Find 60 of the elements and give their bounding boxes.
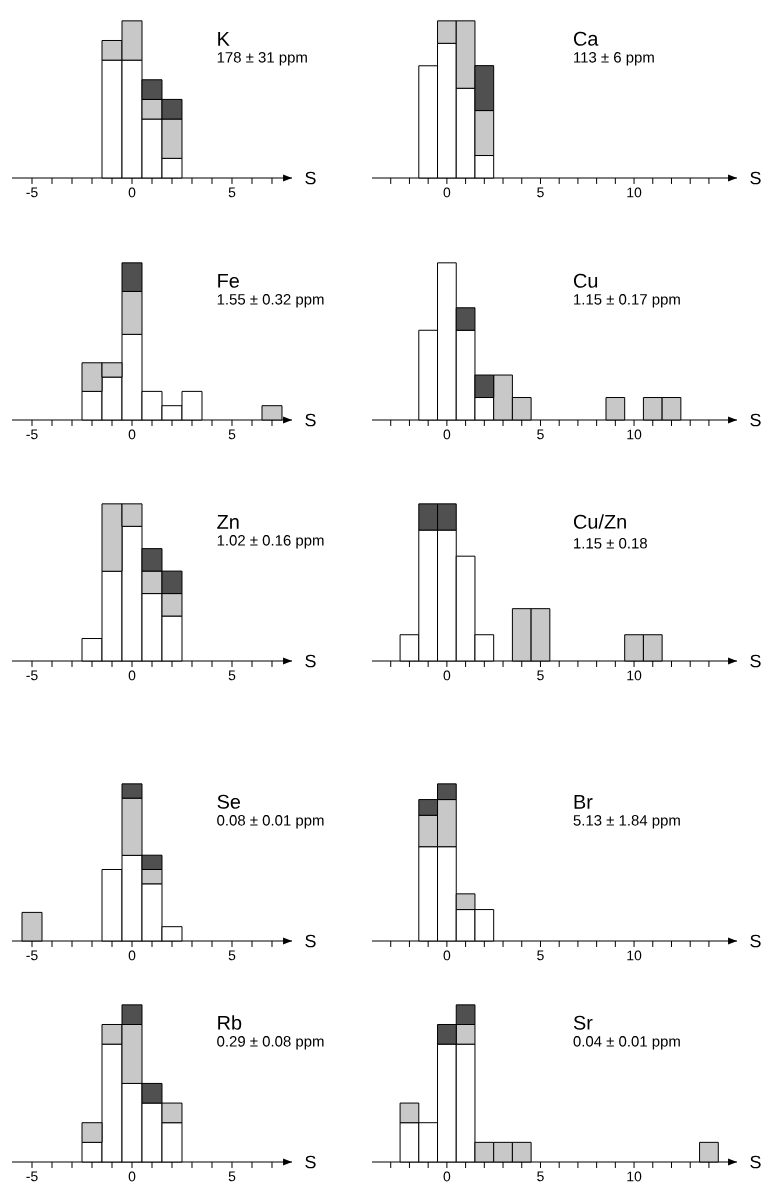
x-tick-label: 5 [537, 187, 544, 198]
x-axis-title: S [750, 654, 761, 668]
x-tick-label: 10 [627, 429, 642, 440]
x-tick-label: 0 [128, 187, 136, 198]
x-tick-label: 5 [228, 950, 236, 961]
text: 178 ± 31 ppm [217, 52, 307, 66]
text: 0.29 ± 0.08 ppm [217, 1036, 324, 1050]
chart-title: Br [574, 795, 593, 809]
x-tick-label: 10 [627, 1171, 642, 1182]
x-axis-title: S [750, 934, 761, 948]
x-tick-label: 10 [627, 950, 642, 961]
x-tick-label: -5 [26, 670, 38, 681]
x-tick-label: 0 [128, 429, 136, 440]
x-tick-label: 0 [443, 1171, 451, 1182]
x-axis-title: S [305, 934, 316, 948]
text: 0.08 ± 0.01 ppm [217, 815, 324, 829]
chart-title: Se [217, 794, 241, 809]
chart-title: Ca [573, 31, 599, 46]
x-axis-title: S [305, 413, 316, 427]
text: 1.15 ± 0.17 ppm [574, 294, 680, 308]
text: 1.15 ± 0.18 [574, 538, 647, 549]
x-tick-label: -5 [26, 950, 38, 961]
chart-title: Sr [573, 1015, 593, 1030]
x-tick-label: 0 [128, 670, 136, 681]
x-tick-label: 10 [627, 670, 642, 681]
x-tick-label: -5 [26, 187, 38, 198]
x-axis-title: S [305, 654, 316, 668]
chart-title: Cu/Zn [573, 514, 626, 529]
x-axis-title: S [305, 1155, 316, 1169]
x-tick-label: 5 [537, 429, 544, 440]
x-tick-label: 5 [228, 670, 236, 681]
x-tick-label: 5 [537, 950, 544, 961]
chart-title: Cu [573, 273, 598, 288]
x-tick-label: -5 [26, 429, 38, 440]
x-tick-label: 10 [627, 187, 642, 198]
x-axis-title: S [750, 413, 761, 427]
chart-title: Zn [217, 515, 239, 529]
x-tick-label: 5 [228, 187, 236, 198]
x-tick-label: 5 [228, 1171, 236, 1182]
chart-title: K [218, 32, 230, 46]
x-tick-label: 0 [443, 429, 451, 440]
x-tick-label: 5 [537, 670, 544, 681]
x-tick-label: 0 [443, 950, 451, 961]
text: 1.02 ± 0.16 ppm [217, 535, 324, 549]
x-tick-label: 0 [128, 1171, 136, 1182]
text: 0.04 ± 0.01 ppm [573, 1036, 680, 1050]
x-tick-label: -5 [26, 1171, 38, 1182]
x-tick-label: 5 [228, 429, 236, 440]
text: 113 ± 6 ppm [574, 52, 654, 66]
chart-title: Rb [218, 1015, 242, 1030]
text: 1.55 ± 0.32 ppm [217, 294, 324, 308]
x-axis-title: S [305, 171, 316, 185]
x-tick-label: 5 [537, 1171, 544, 1182]
x-tick-label: 0 [443, 670, 451, 681]
x-axis-title: S [750, 1155, 761, 1169]
x-tick-label: 0 [443, 187, 451, 198]
x-axis-title: S [750, 171, 761, 185]
text: 5.13 ± 1.84 ppm [573, 815, 680, 829]
chart-title: Fe [218, 273, 239, 288]
x-tick-label: 0 [128, 950, 136, 961]
